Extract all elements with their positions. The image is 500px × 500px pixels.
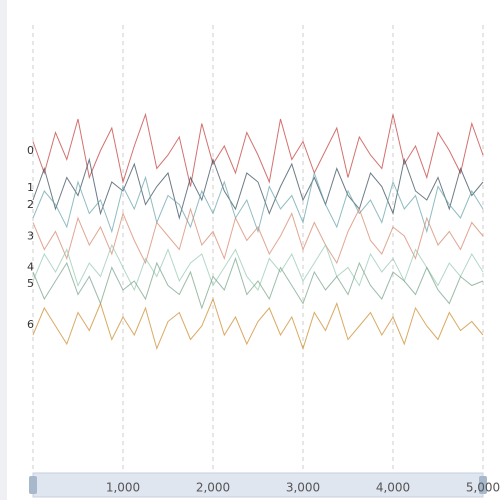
- series-label: 5: [27, 277, 34, 290]
- series-label: 2: [27, 198, 34, 211]
- x-tick-label: 5,000: [466, 481, 500, 495]
- series-line: [32, 297, 484, 351]
- series-label: 3: [27, 230, 34, 243]
- series-line: [32, 256, 484, 310]
- series-line: [32, 112, 484, 187]
- series-label: 0: [27, 144, 34, 157]
- series-line: [32, 207, 484, 265]
- series-label: 6: [27, 318, 34, 331]
- x-tick-label: 1,000: [106, 481, 140, 495]
- zoom-handle-right[interactable]: [479, 476, 487, 494]
- series-label: 4: [27, 261, 34, 274]
- x-tick-label: 2,000: [196, 481, 230, 495]
- series-line: [32, 157, 484, 220]
- zoom-slider[interactable]: [32, 472, 484, 498]
- page-edge: [0, 0, 7, 500]
- x-tick-label: 4,000: [376, 481, 410, 495]
- series-line: [32, 171, 484, 234]
- zoom-handle-left[interactable]: [29, 476, 37, 494]
- series-label: 1: [27, 181, 34, 194]
- series-line: [32, 243, 484, 292]
- x-tick-label: 3,000: [286, 481, 320, 495]
